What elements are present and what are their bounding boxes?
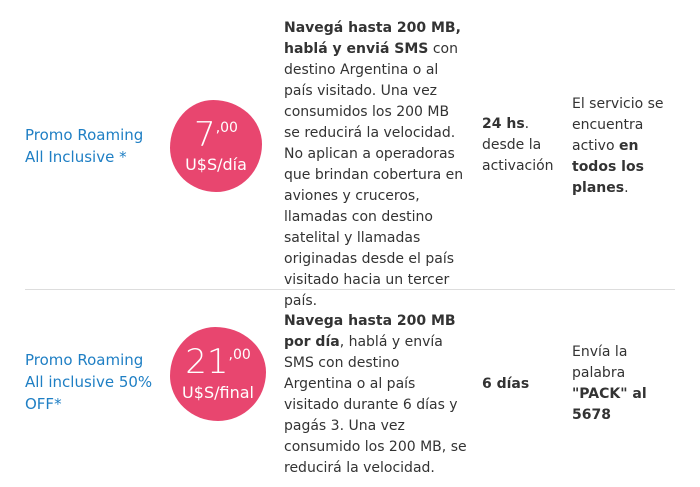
price-amount: 21,00	[170, 345, 266, 379]
plan-duration: 24 hs. desde la activación	[482, 114, 562, 177]
row-divider	[25, 289, 675, 290]
plan-availability-highlight: en todos los planes	[572, 138, 644, 196]
price-unit: U$S/día	[185, 155, 247, 174]
plan-name: Promo Roaming All Inclusive *	[25, 124, 165, 168]
price-integer: 21	[185, 342, 229, 382]
plan-description-text: , hablá y envía SMS con destino Argentin…	[284, 334, 467, 476]
plan-availability-end: .	[624, 180, 629, 196]
plan-description: Navegá hasta 200 MB, hablá y enviá SMS c…	[284, 18, 468, 312]
plan-duration-value: 24 hs	[482, 116, 525, 132]
plan-description-highlight: Navega hasta 200 MB por día	[284, 313, 456, 350]
price-amount: 7,00	[170, 118, 262, 152]
plan-name: Promo Roaming All inclusive 50% OFF*	[25, 349, 165, 415]
plan-availability: El servicio se encuentra activo en todos…	[572, 94, 682, 199]
plan-availability-text: El servicio se encuentra activo	[572, 96, 664, 154]
plan-duration-value: 6 días	[482, 376, 530, 392]
plan-description-text: con destino Argentina o al país visitado…	[284, 41, 464, 309]
plan-availability-text: Envía la palabra	[572, 344, 628, 381]
plan-availability: Envía la palabra "PACK" al 5678	[572, 342, 682, 426]
price-badge: 21,00 U$S/final	[170, 327, 266, 421]
plan-duration: 6 días	[482, 374, 562, 395]
plan-availability-highlight: "PACK" al 5678	[572, 386, 647, 423]
price-unit: U$S/final	[182, 383, 254, 402]
plan-duration-text: . desde la activación	[482, 116, 554, 174]
plan-description: Navega hasta 200 MB por día, hablá y env…	[284, 311, 468, 479]
price-integer: 7	[194, 115, 216, 155]
plan-name-line1: Promo Roaming	[25, 351, 144, 369]
plan-name-line1: Promo Roaming	[25, 126, 144, 144]
plan-description-highlight: Navegá hasta 200 MB, hablá y enviá SMS	[284, 20, 461, 57]
plan-name-line2: All Inclusive *	[25, 148, 127, 166]
price-decimal: ,00	[228, 347, 251, 363]
price-badge: 7,00 U$S/día	[170, 100, 262, 192]
plan-name-line2: All inclusive 50% OFF*	[25, 373, 153, 413]
price-decimal: ,00	[215, 120, 238, 136]
